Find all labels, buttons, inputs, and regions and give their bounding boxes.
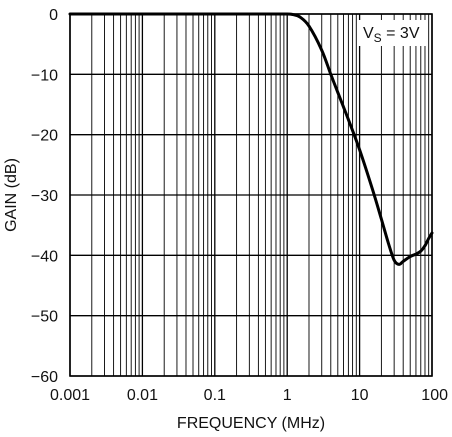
- x-axis-label: FREQUENCY (MHz): [177, 415, 325, 432]
- x-tick-label: 0.01: [127, 387, 158, 404]
- y-tick-label: −20: [31, 128, 58, 145]
- y-tick-labels: 0 −10 −20 −30 −40 −50 −60: [31, 7, 58, 386]
- annotation-suffix: = 3V: [382, 25, 420, 42]
- supply-voltage-label: VS = 3V: [363, 25, 420, 45]
- annotation-prefix: V: [363, 25, 374, 42]
- annotation-subscript: S: [374, 31, 382, 45]
- x-tick-label: 1: [283, 387, 292, 404]
- gain-series-line: [68, 12, 434, 266]
- y-tick-label: −40: [31, 248, 58, 265]
- y-tick-label: −10: [31, 67, 58, 84]
- annotation-background: [358, 20, 428, 46]
- x-tick-label: 0.1: [204, 387, 226, 404]
- x-tick-labels: 0.001 0.01 0.1 1 10 100: [50, 387, 448, 404]
- y-tick-label: 0: [49, 7, 58, 24]
- y-axis-label: GAIN (dB): [3, 158, 20, 232]
- series-group: [68, 12, 434, 266]
- y-tick-label: −30: [31, 188, 58, 205]
- supply-voltage-annotation: VS = 3V: [358, 20, 428, 46]
- x-tick-label: 100: [421, 387, 448, 404]
- x-tick-label: 10: [351, 387, 369, 404]
- grid-lines: [69, 13, 433, 377]
- y-tick-label: −50: [31, 309, 58, 326]
- y-tick-label: −60: [31, 369, 58, 386]
- x-tick-label: 0.001: [50, 387, 90, 404]
